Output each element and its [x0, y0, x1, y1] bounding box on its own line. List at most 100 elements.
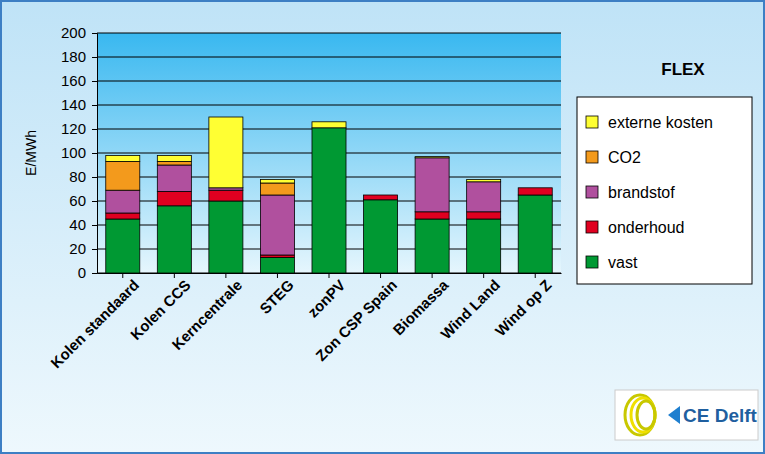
x-tick-label: Kolen standaard	[47, 276, 142, 371]
y-tick-label: 180	[61, 48, 86, 65]
bar-segment	[415, 212, 449, 219]
y-tick: 160	[61, 72, 97, 89]
y-tick: 40	[69, 216, 97, 233]
grid	[97, 33, 561, 273]
bar-segment	[518, 187, 552, 188]
y-tick-mark	[92, 129, 97, 130]
bar-segment	[415, 157, 449, 158]
y-tick-mark	[92, 177, 97, 178]
legend-label: externe kosten	[608, 114, 713, 131]
y-tick-label: 200	[61, 24, 86, 41]
y-tick-mark	[92, 273, 97, 274]
logo-mark	[637, 401, 655, 429]
series-3	[106, 161, 295, 195]
bar-segment	[518, 195, 552, 273]
y-tick-label: 60	[69, 192, 86, 209]
bar-segment	[209, 117, 243, 188]
bar-segment	[518, 188, 552, 195]
grid-line	[97, 105, 561, 106]
series-4	[106, 117, 501, 188]
x-tick: Zon CSP Spain	[312, 273, 400, 364]
y-tick: 140	[61, 96, 97, 113]
logo-mark	[631, 398, 655, 432]
legend-label: brandstof	[608, 184, 675, 201]
bar-segment	[157, 191, 191, 205]
y-tick-mark	[92, 105, 97, 106]
y-tick: 120	[61, 120, 97, 137]
bar-segment	[260, 179, 294, 183]
y-tick-label: 20	[69, 240, 86, 257]
y-axis-line	[92, 34, 98, 274]
y-tick-mark	[92, 153, 97, 154]
grid-line	[97, 81, 561, 82]
x-tick-label: Wind Land	[437, 276, 503, 342]
bar-segment	[364, 195, 398, 196]
x-tick-mark	[122, 273, 123, 278]
y-tick: 60	[69, 192, 97, 209]
x-tick: Wind Land	[437, 273, 503, 342]
x-tick-label: Wind op Z	[491, 276, 554, 339]
bar-segment	[106, 190, 140, 213]
y-tick-mark	[92, 201, 97, 202]
bar-segment	[364, 195, 398, 196]
y-tick: 80	[69, 168, 97, 185]
chart: 0 20 40 60 80 100 120 140 160 180 200 Kolen standaa…	[0, 0, 765, 454]
y-axis-title: E/MWh	[23, 130, 39, 176]
y-tick-label: 80	[69, 168, 86, 185]
x-tick-mark	[329, 273, 330, 278]
bar-segment	[209, 201, 243, 273]
bar-segment	[157, 161, 191, 165]
bar-segment	[364, 195, 398, 200]
x-tick: Wind op Z	[491, 273, 554, 339]
bar-segment	[364, 200, 398, 273]
x-tick-mark	[535, 273, 536, 278]
bar-segment	[106, 155, 140, 161]
x-tick: zonPV	[304, 273, 348, 321]
bar-segment	[157, 165, 191, 191]
logo: CE Delft	[615, 390, 758, 440]
bars	[106, 117, 552, 273]
x-tick-mark	[380, 273, 381, 278]
bar-segment	[260, 183, 294, 195]
x-tick-mark	[483, 273, 484, 278]
x-axis: Kolen standaardKolen CCSKerncentraleSTEG…	[47, 273, 561, 371]
bar-segment	[312, 128, 346, 273]
logo-box	[615, 390, 758, 440]
bar-segment	[467, 182, 501, 212]
x-tick-label: Kerncentrale	[168, 276, 245, 353]
bar-segment	[157, 155, 191, 161]
series-0	[106, 128, 552, 273]
y-tick: 0	[78, 264, 97, 281]
bar-segment	[467, 212, 501, 219]
legend-swatch	[586, 116, 598, 128]
bar-segment	[467, 219, 501, 273]
legend-box	[577, 97, 752, 284]
y-tick-mark	[92, 57, 97, 58]
y-tick-label: 120	[61, 120, 86, 137]
y-axis: 0 20 40 60 80 100 120 140 160 180 200	[61, 24, 98, 281]
logo-mark	[625, 395, 655, 435]
bar-segment	[260, 195, 294, 255]
x-tick-mark	[432, 273, 433, 278]
bar-segment	[209, 190, 243, 201]
bar-segment	[518, 187, 552, 188]
grid-line	[97, 57, 561, 58]
bar-segment	[415, 158, 449, 212]
y-tick-label: 160	[61, 72, 86, 89]
logo-arrow	[668, 406, 680, 424]
plot: 0 20 40 60 80 100 120 140 160 180 200 Kolen standaa…	[47, 24, 561, 371]
y-tick: 100	[61, 144, 97, 161]
bar-segment	[106, 219, 140, 273]
logo-text: CE Delft	[683, 405, 758, 426]
x-tick: Kolen standaard	[47, 273, 142, 371]
bar-segment	[364, 195, 398, 196]
x-tick-label: zonPV	[304, 276, 348, 320]
x-tick-mark	[225, 273, 226, 278]
bar-segment	[260, 257, 294, 273]
legend-swatch	[586, 151, 598, 163]
y-tick-label: 140	[61, 96, 86, 113]
legend-swatch	[586, 256, 598, 268]
bar-segment	[157, 206, 191, 273]
legend: externe kostenCO2brandstofonderhoudvast	[577, 97, 752, 284]
title: FLEX	[661, 60, 705, 79]
